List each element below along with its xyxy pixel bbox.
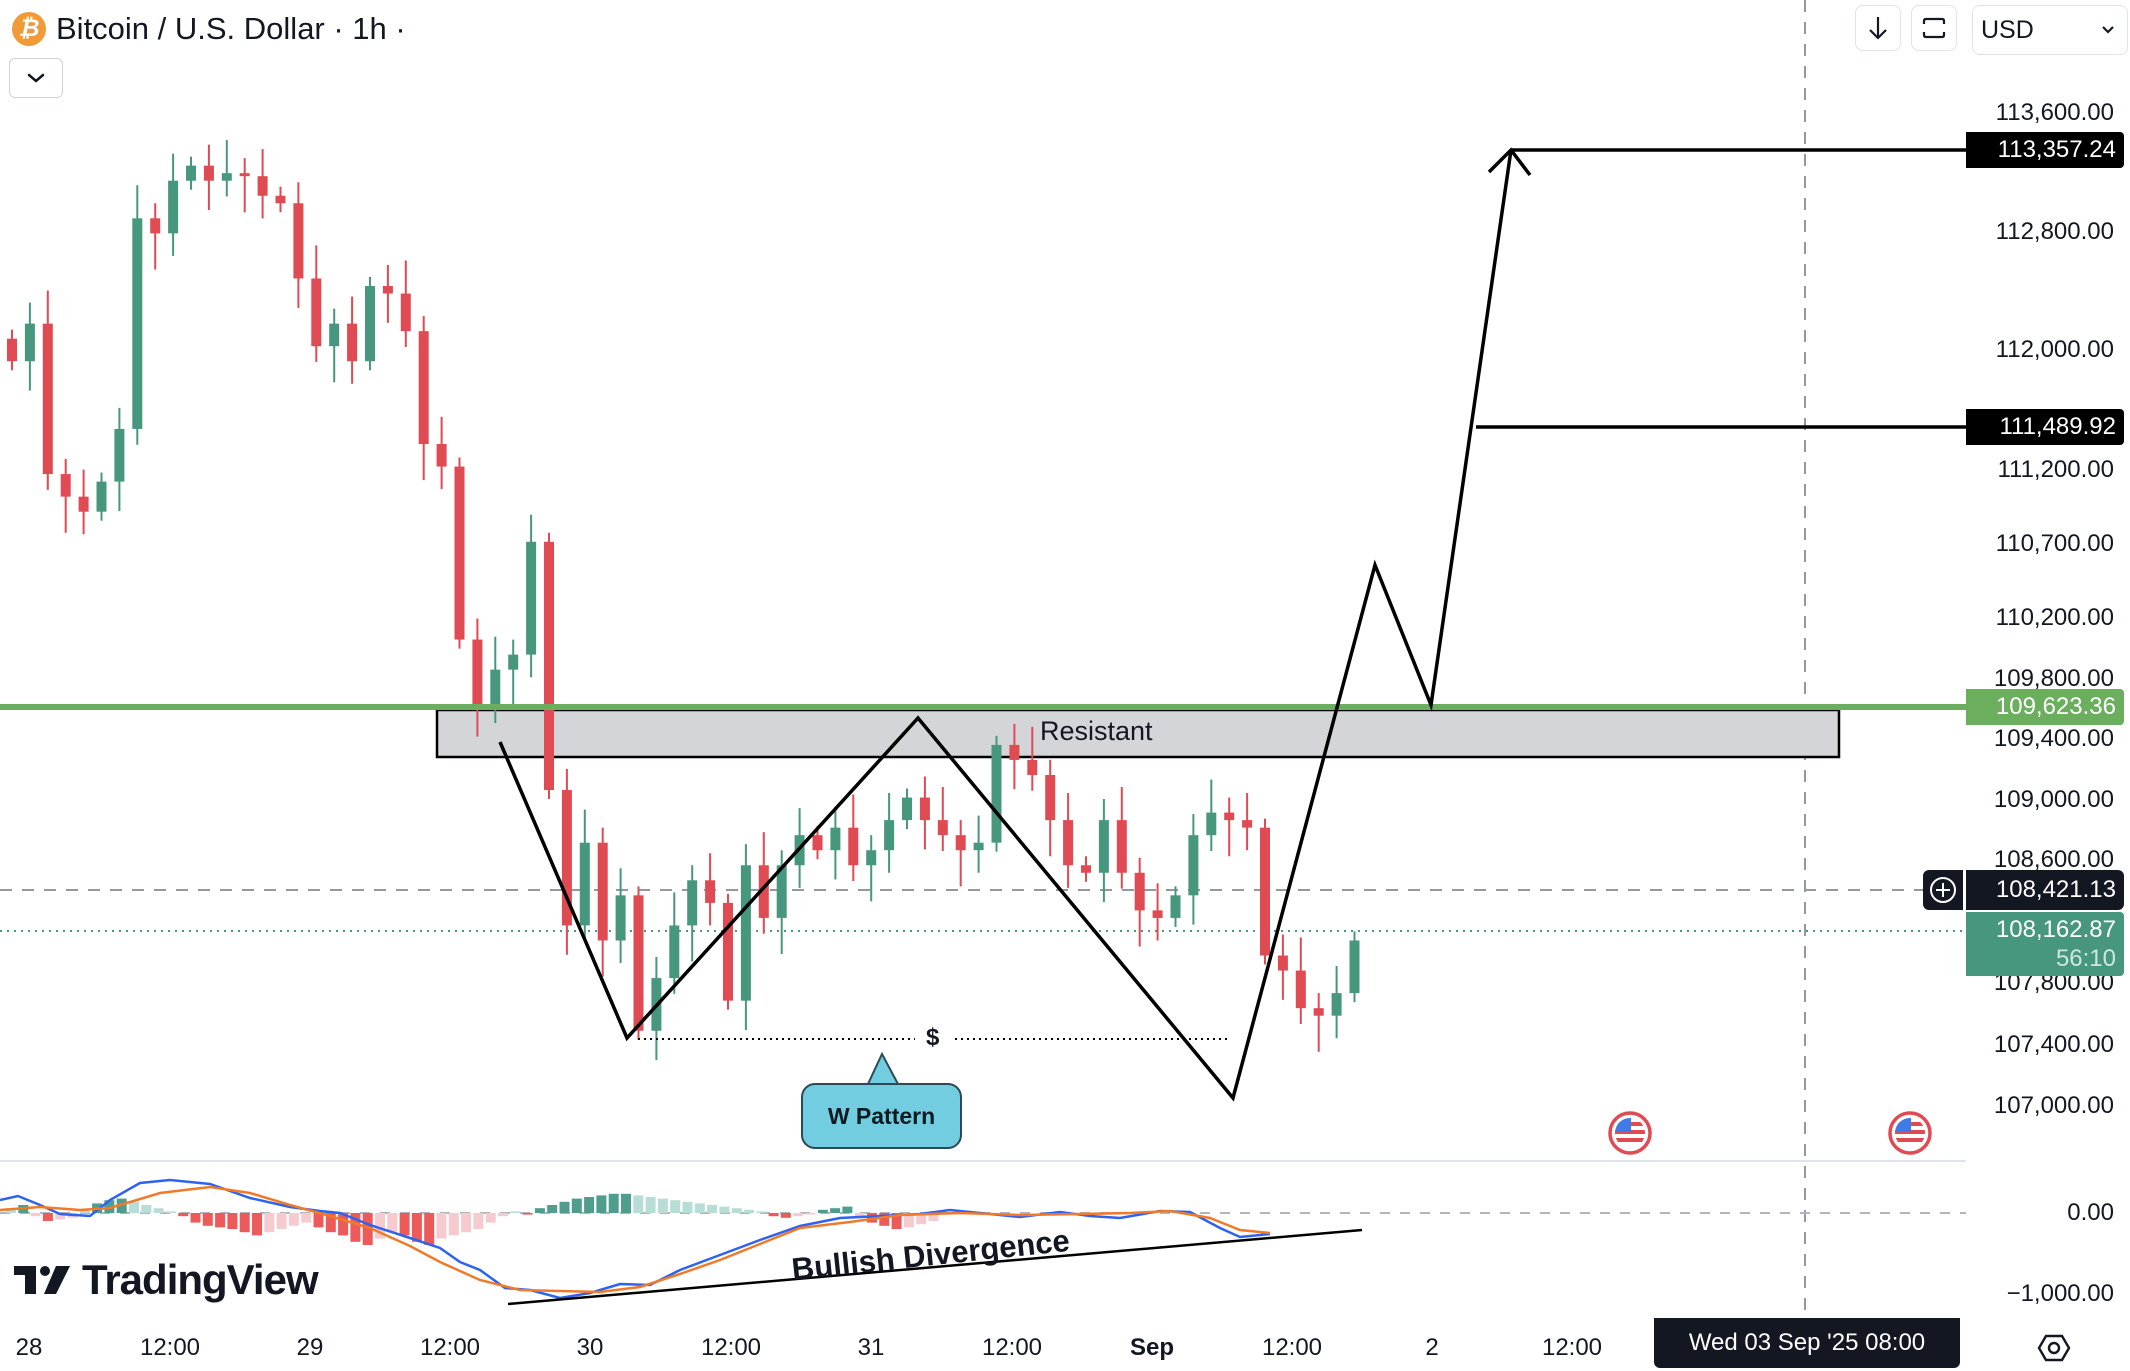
crosshair-value: 108,421.13 [1995,876,2116,903]
price-axis-label: 110,200.00 [1995,604,2114,631]
price-axis-label: 109,000.00 [1993,786,2114,813]
w-pattern-path[interactable] [498,149,1513,1102]
crosshair-time-label: Wed 03 Sep '25 08:00 [1654,1318,1960,1368]
time-axis-label: 12:00 [139,1334,201,1361]
macd-line [0,1178,1271,1300]
fullscreen-icon [1922,17,1946,39]
download-button[interactable] [1855,5,1901,51]
time-axis-label: 28 [15,1334,43,1361]
resistant-zone[interactable] [435,708,1841,759]
divergence-trendline[interactable] [507,1228,1363,1306]
w-pattern-callout[interactable]: W Pattern [801,1083,962,1149]
price-axis-label: 112,800.00 [1995,218,2114,245]
candle-countdown: 56:10 [2055,945,2116,972]
target-high-price-tag: 113,357.24 [1966,132,2124,168]
time-axis-label: 30 [576,1334,604,1361]
last-price-tag: 108,162.87 56:10 [1966,912,2124,976]
plus-circle-icon [1930,877,1956,903]
price-axis-label: 109,800.00 [1993,665,2114,692]
logo-text: TradingView [82,1256,319,1303]
signal-line [0,1185,1271,1294]
us-flag-icon[interactable] [1608,1111,1652,1155]
time-axis-label: 12:00 [1541,1334,1603,1361]
us-flag-icon[interactable] [1888,1111,1932,1155]
liquidity-marker: $ [926,1024,940,1051]
price-axis-label: 109,400.00 [1993,725,2114,752]
candlestick-series [7,140,1360,1061]
last-price-value: 108,162.87 [1995,916,2116,943]
target-high-value: 113,357.24 [1997,136,2116,163]
time-axis-label: 12:00 [419,1334,481,1361]
settings-hexagon-icon [2037,1334,2071,1362]
chevron-down-icon [27,73,45,83]
price-axis-label: 112,000.00 [1995,336,2114,363]
arrow-head-icon [1487,147,1532,177]
target-mid-value: 111,489.92 [1999,413,2116,440]
price-axis-label: 108,600.00 [1993,846,2114,873]
macd-axis-label: −1,000.00 [2006,1280,2114,1307]
bitcoin-icon: ₿ [12,12,46,46]
callout-pointer [866,1051,900,1085]
resistant-zone-label: Resistant [1040,716,1153,746]
chart-title: ₿ Bitcoin / U.S. Dollar · 1h · [12,8,406,50]
symbol-title: Bitcoin / U.S. Dollar · 1h · [56,11,406,46]
crosshair-price-tag: 108,421.13 [1966,870,2124,910]
fullscreen-button[interactable] [1911,5,1957,51]
target-mid-price-tag: 111,489.92 [1966,409,2124,445]
macd-axis-label: 0.00 [2067,1199,2114,1226]
time-axis-label: 12:00 [981,1334,1043,1361]
add-alert-button[interactable] [1923,870,1963,910]
price-axis-label: 107,000.00 [1993,1092,2114,1119]
currency-select[interactable]: USD [1972,5,2128,55]
chevron-down-icon [2102,26,2114,34]
time-axis-label: 31 [857,1334,885,1361]
chart-settings-button[interactable] [2036,1330,2072,1366]
price-axis-label: 113,600.00 [1995,99,2114,126]
time-axis-label: 2 [1425,1334,1439,1361]
collapse-legend-button[interactable] [9,58,63,98]
price-axis-label: 111,200.00 [1997,456,2114,483]
currency-value: USD [1981,15,2034,44]
time-axis-label: 12:00 [700,1334,762,1361]
arrow-down-icon [1869,17,1887,40]
time-axis-label: Sep [1129,1334,1175,1361]
tradingview-logo[interactable]: TradingView [14,1256,319,1304]
time-axis-label: 12:00 [1261,1334,1323,1361]
resistance-value: 109,623.36 [1995,693,2116,720]
price-axis-label: 107,400.00 [1993,1031,2114,1058]
tradingview-logo-icon [14,1266,70,1294]
price-axis-label: 110,700.00 [1995,530,2114,557]
resistance-price-tag: 109,623.36 [1966,689,2124,725]
time-axis-label: 29 [296,1334,324,1361]
macd-histogram [6,1193,939,1245]
